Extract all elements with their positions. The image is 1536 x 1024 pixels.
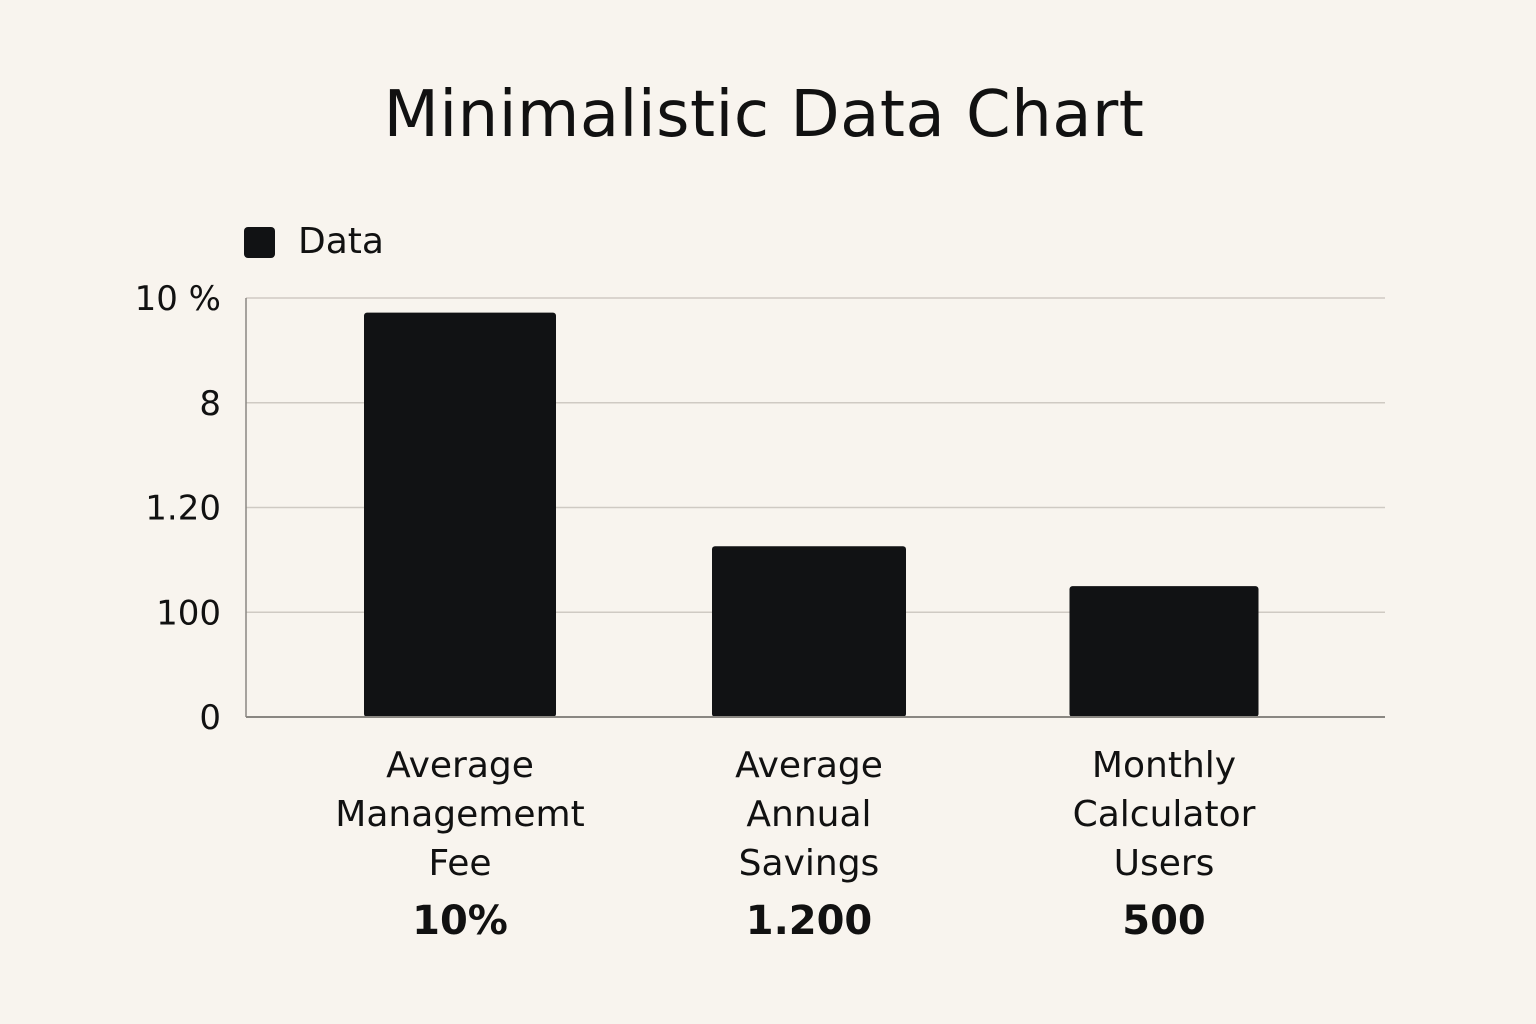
chart-title: Minimalistic Data Chart — [383, 78, 1145, 152]
y-tick-label: 0 — [199, 698, 221, 738]
x-tick-label: Average Annual Savings — [735, 745, 883, 884]
bar — [364, 312, 556, 717]
data-label: 10% — [412, 898, 508, 944]
data-label: 1.200 — [746, 898, 873, 944]
x-tick-label: Average Managememt Fee — [335, 745, 584, 884]
bar — [712, 546, 906, 717]
legend-label: Data — [298, 221, 384, 262]
bar — [1069, 586, 1259, 717]
legend-swatch — [244, 226, 275, 258]
y-tick-label: 8 — [199, 384, 221, 424]
y-tick-label: 100 — [156, 593, 221, 633]
chart-legend: Data — [244, 222, 384, 262]
x-tick-label: Monthly Calculator Users — [1073, 745, 1256, 884]
y-tick-label: 10 % — [135, 279, 221, 319]
y-tick-label: 1.20 — [145, 489, 221, 529]
data-label: 500 — [1122, 898, 1206, 944]
